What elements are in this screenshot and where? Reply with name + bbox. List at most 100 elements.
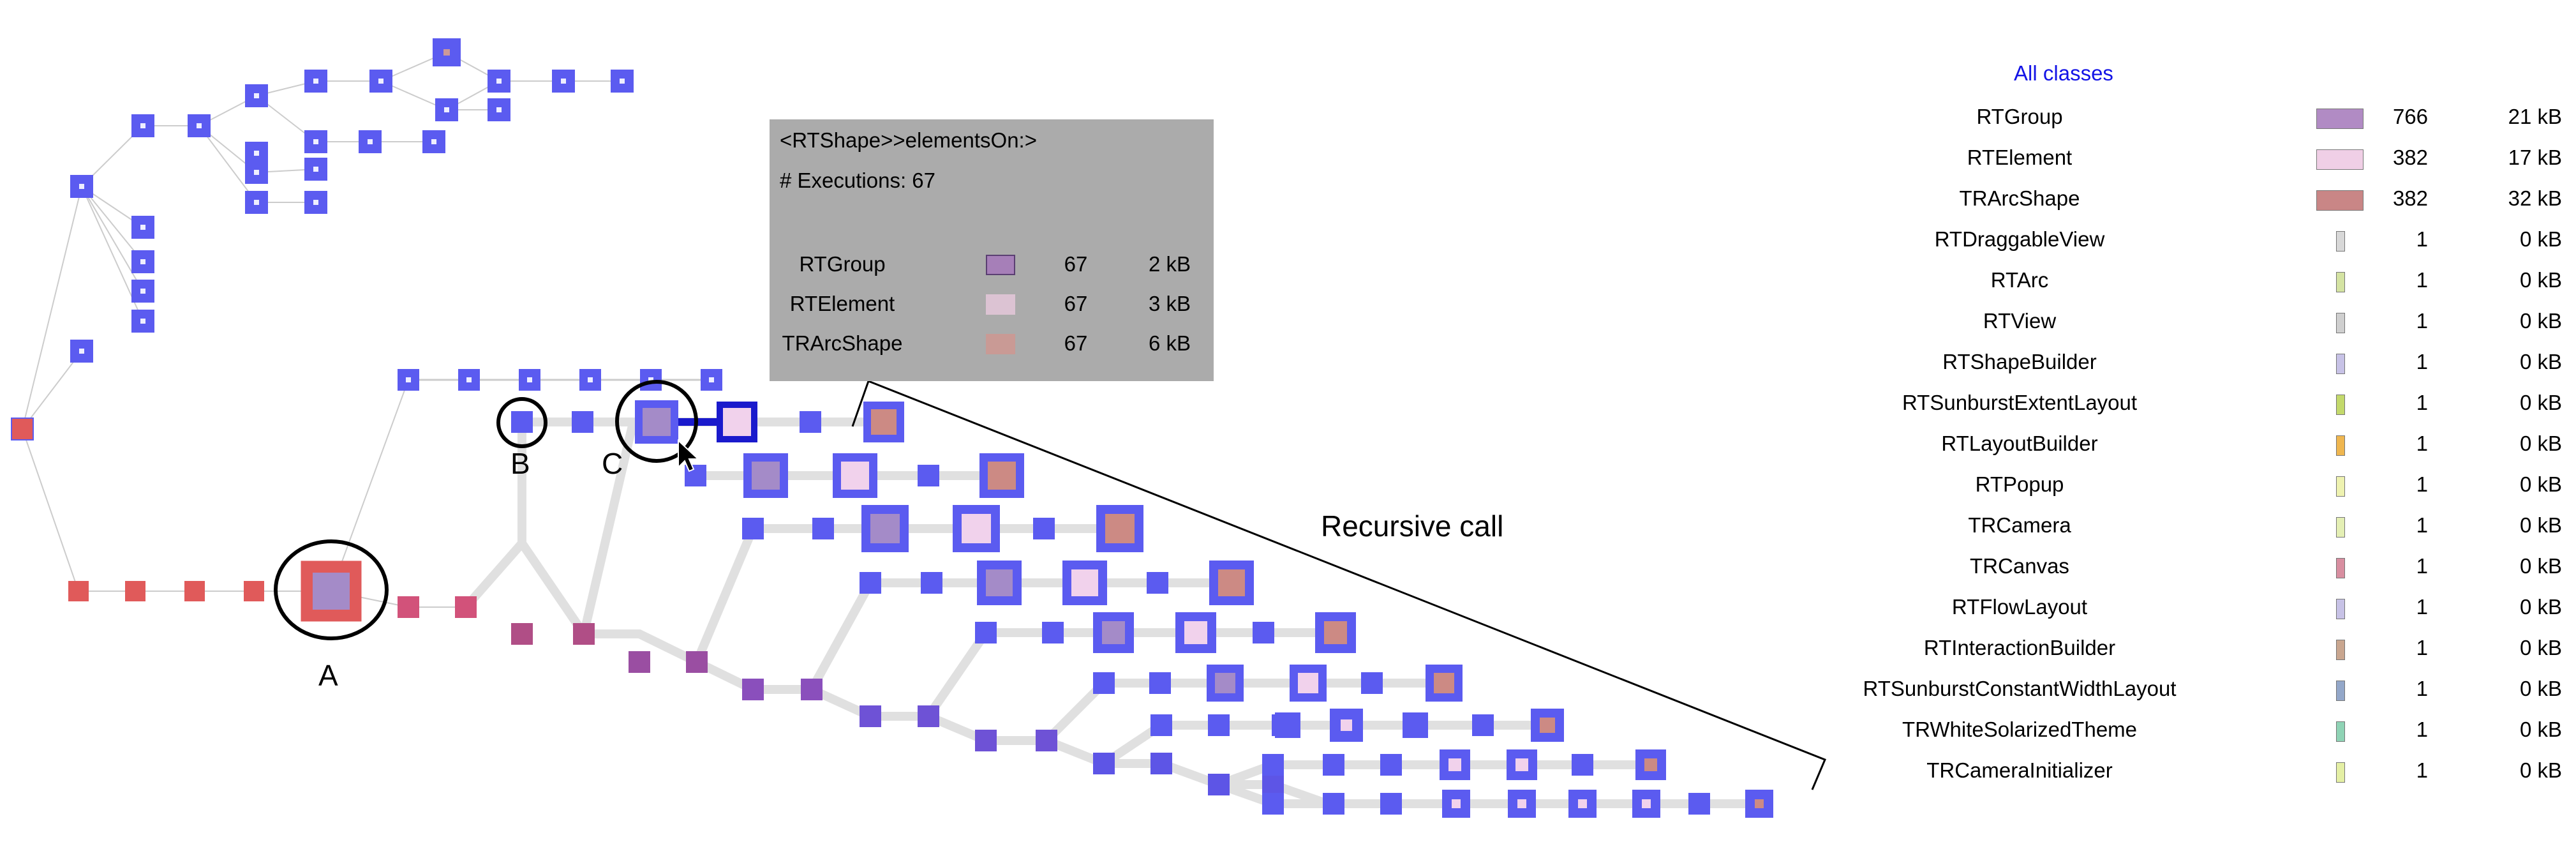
call-node[interactable] — [1062, 561, 1107, 605]
call-node[interactable] — [860, 705, 881, 727]
call-node[interactable] — [488, 70, 510, 93]
call-node[interactable] — [572, 411, 593, 433]
call-node[interactable] — [304, 191, 327, 214]
legend-row[interactable]: TRWhiteSolarizedTheme 1 0 kB — [1787, 714, 2576, 752]
call-node[interactable] — [800, 411, 821, 433]
call-node[interactable] — [1426, 665, 1463, 702]
legend-row[interactable]: RTLayoutBuilder 1 0 kB — [1787, 428, 2576, 466]
call-node[interactable] — [1033, 518, 1055, 539]
call-node[interactable] — [12, 419, 33, 439]
call-node[interactable] — [863, 402, 904, 442]
call-node[interactable] — [304, 70, 327, 93]
legend-row[interactable]: RTGroup 766 21 kB — [1787, 101, 2576, 139]
call-node[interactable] — [70, 340, 93, 363]
call-node[interactable] — [301, 561, 362, 622]
call-node[interactable] — [1275, 712, 1300, 738]
legend-row[interactable]: TRArcShape 382 32 kB — [1787, 183, 2576, 221]
call-node[interactable] — [801, 679, 823, 700]
legend-row[interactable]: TRCanvas 1 0 kB — [1787, 550, 2576, 589]
call-node[interactable] — [1042, 622, 1064, 644]
call-node[interactable] — [1096, 505, 1143, 552]
call-node[interactable] — [1036, 730, 1057, 751]
call-node[interactable] — [686, 651, 708, 673]
call-node[interactable] — [1380, 754, 1402, 776]
legend-row[interactable]: RTElement 382 17 kB — [1787, 142, 2576, 180]
call-node[interactable] — [244, 581, 264, 601]
call-node[interactable] — [1688, 793, 1710, 815]
call-node[interactable] — [573, 623, 595, 645]
call-node[interactable] — [611, 70, 634, 93]
call-node[interactable] — [1093, 753, 1115, 774]
call-node[interactable] — [131, 310, 154, 333]
call-node[interactable] — [921, 572, 942, 594]
call-node[interactable] — [68, 581, 89, 601]
call-node[interactable] — [977, 561, 1022, 605]
call-node[interactable] — [1149, 672, 1171, 694]
call-node[interactable] — [1572, 754, 1593, 776]
call-node[interactable] — [1253, 622, 1274, 644]
call-node[interactable] — [131, 280, 154, 303]
call-node[interactable] — [1403, 712, 1428, 738]
call-node[interactable] — [812, 518, 834, 539]
call-node[interactable] — [511, 623, 533, 645]
call-node[interactable] — [717, 402, 757, 442]
call-node[interactable] — [1150, 753, 1172, 774]
call-node[interactable] — [1323, 754, 1344, 776]
legend-row[interactable]: RTPopup 1 0 kB — [1787, 469, 2576, 507]
legend-row[interactable]: RTArc 1 0 kB — [1787, 264, 2576, 303]
call-node[interactable] — [435, 98, 458, 121]
call-node[interactable] — [953, 505, 1000, 552]
call-node[interactable] — [304, 158, 327, 181]
call-node[interactable] — [245, 161, 268, 184]
call-node[interactable] — [1207, 665, 1244, 702]
call-node[interactable] — [1208, 774, 1230, 795]
call-node[interactable] — [975, 622, 997, 644]
call-node[interactable] — [1508, 790, 1536, 818]
call-node[interactable] — [1334, 712, 1359, 738]
call-node[interactable] — [579, 369, 601, 391]
legend-row[interactable]: RTView 1 0 kB — [1787, 305, 2576, 343]
call-node[interactable] — [742, 679, 764, 700]
call-node[interactable] — [359, 130, 382, 153]
call-node[interactable] — [1380, 793, 1402, 815]
call-node[interactable] — [188, 114, 211, 137]
call-node[interactable] — [1568, 790, 1597, 818]
call-node[interactable] — [1531, 709, 1564, 742]
call-node[interactable] — [131, 114, 154, 137]
call-node[interactable] — [70, 175, 93, 198]
call-node[interactable] — [131, 216, 154, 239]
call-node[interactable] — [1507, 749, 1537, 780]
call-node[interactable] — [1150, 714, 1172, 736]
call-node[interactable] — [918, 705, 939, 727]
call-node[interactable] — [1147, 572, 1168, 594]
call-node[interactable] — [1209, 561, 1254, 605]
call-node[interactable] — [131, 250, 154, 273]
legend-row[interactable]: TRCameraInitializer 1 0 kB — [1787, 755, 2576, 793]
call-node[interactable] — [369, 70, 392, 93]
call-node[interactable] — [1208, 714, 1230, 736]
legend-row[interactable]: RTSunburstExtentLayout 1 0 kB — [1787, 387, 2576, 425]
call-node[interactable] — [1472, 714, 1494, 736]
call-node[interactable] — [125, 581, 145, 601]
call-node[interactable] — [1262, 793, 1284, 815]
call-node[interactable] — [701, 369, 722, 391]
call-node[interactable] — [860, 572, 881, 594]
call-node[interactable] — [245, 191, 268, 214]
call-node[interactable] — [1093, 612, 1134, 653]
legend-row[interactable]: RTSunburstConstantWidthLayout 1 0 kB — [1787, 673, 2576, 711]
call-node[interactable] — [1290, 665, 1327, 702]
call-node[interactable] — [1175, 612, 1216, 653]
legend-row[interactable]: TRCamera 1 0 kB — [1787, 509, 2576, 548]
call-node[interactable] — [979, 453, 1024, 498]
call-node[interactable] — [422, 130, 445, 153]
legend-row[interactable]: RTShapeBuilder 1 0 kB — [1787, 346, 2576, 384]
call-node[interactable] — [1440, 749, 1470, 780]
call-node[interactable] — [1442, 790, 1470, 818]
call-node[interactable] — [488, 98, 510, 121]
legend-row[interactable]: RTFlowLayout 1 0 kB — [1787, 591, 2576, 629]
call-node[interactable] — [635, 400, 678, 444]
call-node[interactable] — [458, 369, 480, 391]
call-node[interactable] — [1635, 749, 1666, 780]
call-node[interactable] — [1262, 774, 1284, 795]
call-node[interactable] — [433, 38, 461, 66]
